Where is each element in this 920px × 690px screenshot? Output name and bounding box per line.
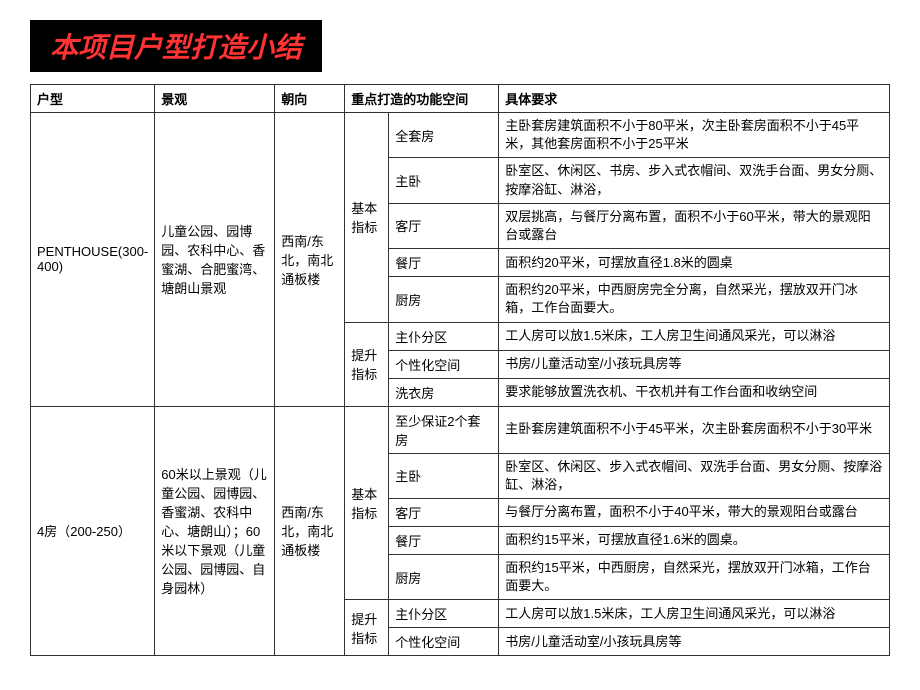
cell-requirement: 主卧套房建筑面积不小于80平米，次主卧套房面积不小于45平米，其他套房面积不小于… [499, 113, 890, 158]
cell-space: 厨房 [389, 554, 499, 599]
cell-category: 提升指标 [345, 322, 389, 406]
cell-category: 提升指标 [345, 600, 389, 656]
cell-space: 主仆分区 [389, 322, 499, 350]
cell-requirement: 面积约20平米，中西厨房完全分离，自然采光，摆放双开门冰箱，工作台面要大。 [499, 277, 890, 322]
header-orient: 朝向 [275, 85, 345, 113]
header-space-group: 重点打造的功能空间 [345, 85, 499, 113]
cell-space: 餐厅 [389, 249, 499, 277]
cell-orient: 西南/东北，南北通板楼 [275, 113, 345, 407]
cell-requirement: 工人房可以放1.5米床，工人房卫生间通风采光，可以淋浴 [499, 322, 890, 350]
cell-space: 主仆分区 [389, 600, 499, 628]
cell-requirement: 面积约15平米，可摆放直径1.6米的圆桌。 [499, 526, 890, 554]
cell-unit: 4房（200-250） [31, 406, 155, 656]
cell-space: 个性化空间 [389, 350, 499, 378]
cell-requirement: 要求能够放置洗衣机、干衣机并有工作台面和收纳空间 [499, 378, 890, 406]
cell-space: 主卧 [389, 158, 499, 203]
cell-view: 儿童公园、园博园、农科中心、香蜜湖、合肥蜜湾、塘朗山景观 [155, 113, 275, 407]
cell-category: 基本指标 [345, 406, 389, 600]
cell-requirement: 面积约20平米，可摆放直径1.8米的圆桌 [499, 249, 890, 277]
table-row: PENTHOUSE(300-400)儿童公园、园博园、农科中心、香蜜湖、合肥蜜湾… [31, 113, 890, 158]
cell-requirement: 工人房可以放1.5米床，工人房卫生间通风采光，可以淋浴 [499, 600, 890, 628]
cell-space: 餐厅 [389, 526, 499, 554]
cell-requirement: 卧室区、休闲区、书房、步入式衣帽间、双洗手台面、男女分厕、按摩浴缸、淋浴， [499, 158, 890, 203]
cell-orient: 西南/东北，南北通板楼 [275, 406, 345, 656]
spec-table: 户型 景观 朝向 重点打造的功能空间 具体要求 PENTHOUSE(300-40… [30, 84, 890, 656]
cell-space: 个性化空间 [389, 628, 499, 656]
table-header: 户型 景观 朝向 重点打造的功能空间 具体要求 [31, 85, 890, 113]
cell-space: 厨房 [389, 277, 499, 322]
cell-requirement: 书房/儿童活动室/小孩玩具房等 [499, 628, 890, 656]
cell-space: 洗衣房 [389, 378, 499, 406]
cell-space: 客厅 [389, 203, 499, 248]
cell-space: 主卧 [389, 453, 499, 498]
cell-view: 60米以上景观（儿童公园、园博园、香蜜湖、农科中心、塘朗山）；60米以下景观（儿… [155, 406, 275, 656]
cell-space: 客厅 [389, 498, 499, 526]
cell-space: 至少保证2个套房 [389, 406, 499, 453]
cell-requirement: 书房/儿童活动室/小孩玩具房等 [499, 350, 890, 378]
table-row: 4房（200-250）60米以上景观（儿童公园、园博园、香蜜湖、农科中心、塘朗山… [31, 406, 890, 453]
cell-requirement: 与餐厅分离布置，面积不小于40平米，带大的景观阳台或露台 [499, 498, 890, 526]
cell-space: 全套房 [389, 113, 499, 158]
header-req: 具体要求 [499, 85, 890, 113]
cell-requirement: 双层挑高，与餐厅分离布置，面积不小于60平米，带大的景观阳台或露台 [499, 203, 890, 248]
page-title: 本项目户型打造小结 [30, 20, 322, 72]
cell-category: 基本指标 [345, 113, 389, 323]
header-view: 景观 [155, 85, 275, 113]
cell-requirement: 面积约15平米，中西厨房，自然采光，摆放双开门冰箱，工作台面要大。 [499, 554, 890, 599]
cell-requirement: 主卧套房建筑面积不小于45平米，次主卧套房面积不小于30平米 [499, 406, 890, 453]
header-unit: 户型 [31, 85, 155, 113]
table-body: PENTHOUSE(300-400)儿童公园、园博园、农科中心、香蜜湖、合肥蜜湾… [31, 113, 890, 656]
cell-requirement: 卧室区、休闲区、步入式衣帽间、双洗手台面、男女分厕、按摩浴缸、淋浴， [499, 453, 890, 498]
cell-unit: PENTHOUSE(300-400) [31, 113, 155, 407]
